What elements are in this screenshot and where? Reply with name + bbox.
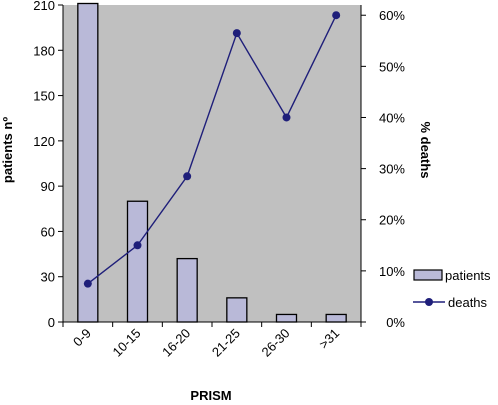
x-tick-label: 16-20 xyxy=(159,326,193,360)
y-right-tick-label: 10% xyxy=(379,264,405,279)
y-left-tick-label: 180 xyxy=(33,43,55,58)
y-right-tick-label: 20% xyxy=(379,213,405,228)
bar-0-9 xyxy=(77,2,99,323)
y-right-tick-label: 50% xyxy=(379,59,405,74)
y-right-tick-label: 0% xyxy=(386,315,405,330)
y-left-tick-label: 0 xyxy=(48,315,55,330)
deaths-point-21-25 xyxy=(232,29,241,38)
legend-label-patients: patients xyxy=(445,268,491,283)
plot-area xyxy=(63,5,361,322)
deaths-point-26-30 xyxy=(282,113,291,122)
x-tick-label: 0-9 xyxy=(70,326,94,350)
y-axis-left-title: patients nº xyxy=(0,117,15,183)
x-tick-label: >31 xyxy=(316,326,342,352)
line-layer xyxy=(83,11,341,288)
bar-26-30 xyxy=(275,313,298,323)
deaths-point-10-15 xyxy=(133,241,142,250)
bar-10-15 xyxy=(126,200,149,323)
x-tick-label: 26-30 xyxy=(259,326,293,360)
legend-label-deaths: deaths xyxy=(448,295,488,310)
bar->31 xyxy=(325,313,347,323)
bar-16-20 xyxy=(176,257,198,323)
y-left-tick-label: 150 xyxy=(33,89,55,104)
y-left-tick-label: 90 xyxy=(41,179,55,194)
y-right-tick-label: 30% xyxy=(379,162,405,177)
x-tick-label: 21-25 xyxy=(209,326,243,360)
x-tick-label: 10-15 xyxy=(110,326,144,360)
bar-21-25 xyxy=(226,297,248,323)
y-right-tick-label: 60% xyxy=(379,8,405,23)
y-left-tick-label: 210 xyxy=(33,0,55,13)
deaths-point-0-9 xyxy=(83,279,92,288)
y-axis-right-title: % deaths xyxy=(418,121,433,178)
x-axis-title: PRISM xyxy=(190,388,231,403)
bars-layer xyxy=(77,2,347,323)
legend: patients deaths xyxy=(413,268,491,310)
legend-marker-deaths xyxy=(425,298,433,306)
y-left-tick-label: 120 xyxy=(33,134,55,149)
deaths-line xyxy=(87,14,337,285)
y-left-tick-label: 60 xyxy=(41,224,55,239)
deaths-point-16-20 xyxy=(183,172,192,181)
y-right-tick-label: 40% xyxy=(379,110,405,125)
deaths-point->31 xyxy=(332,11,341,20)
y-left-tick-label: 30 xyxy=(41,270,55,285)
legend-swatch-patients xyxy=(413,269,443,281)
